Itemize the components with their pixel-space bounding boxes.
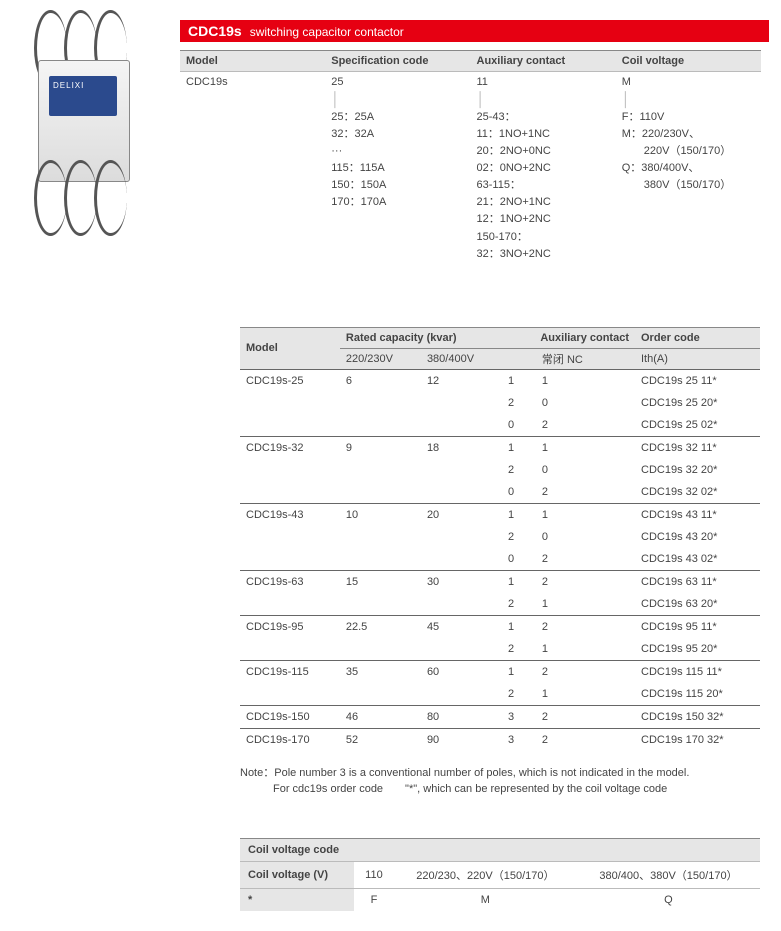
table-row: 20CDC19s 32 20* xyxy=(240,459,760,481)
table-row: CDC19s-2561211CDC19s 25 11* xyxy=(240,369,760,392)
spec-detail: 25-43： 11：1NO+1NC 20：2NO+0NC 02：0NO+2NC … xyxy=(471,105,616,266)
product-image xyxy=(20,20,150,240)
spec-detail: F：110V M：220/230V、 220V（150/170） Q：380/4… xyxy=(616,105,761,198)
spec-header: Auxiliary contact xyxy=(471,51,616,72)
spec-header: Specification code xyxy=(325,51,470,72)
table-row: 02CDC19s 32 02* xyxy=(240,481,760,504)
table-row: CDC19s-43102011CDC19s 43 11* xyxy=(240,503,760,526)
spec-value: CDC19s xyxy=(180,72,325,94)
spec-header: Coil voltage xyxy=(616,51,761,72)
table-row: 02CDC19s 25 02* xyxy=(240,414,760,437)
note-line: Note：Pole number 3 is a conventional num… xyxy=(240,765,760,782)
spec-arrow: │ xyxy=(325,94,470,105)
table-row: CDC19s-115356012CDC19s 115 11* xyxy=(240,660,760,683)
title-desc: switching capacitor contactor xyxy=(250,25,404,39)
coil-voltage-table: Coil voltage codeCoil voltage (V)110220/… xyxy=(240,838,760,911)
spec-value: M xyxy=(616,72,761,94)
spec-header: Model xyxy=(180,51,325,72)
title-model: CDC19s xyxy=(188,23,242,39)
table-row: CDC19s-63153012CDC19s 63 11* xyxy=(240,570,760,593)
title-bar: CDC19s switching capacitor contactor xyxy=(180,20,769,42)
table-row: CDC19s-9522.54512CDC19s 95 11* xyxy=(240,615,760,638)
spec-arrow: │ xyxy=(471,94,616,105)
table-row: 02CDC19s 43 02* xyxy=(240,548,760,571)
table-row: CDC19s-170529032CDC19s 170 32* xyxy=(240,728,760,751)
table-row: 20CDC19s 43 20* xyxy=(240,526,760,548)
spec-table: ModelRated capacity (kvar)Auxiliary cont… xyxy=(240,327,760,751)
table-row: 20CDC19s 25 20* xyxy=(240,392,760,414)
spec-value: 25 xyxy=(325,72,470,94)
note-line: For cdc19s order code "*", which can be … xyxy=(240,781,760,798)
spec-arrow: │ xyxy=(616,94,761,105)
table-row: CDC19s-150468032CDC19s 150 32* xyxy=(240,705,760,728)
table-row: 21CDC19s 63 20* xyxy=(240,593,760,616)
table-row: 21CDC19s 95 20* xyxy=(240,638,760,661)
table-row: 21CDC19s 115 20* xyxy=(240,683,760,706)
spec-value: 11 xyxy=(471,72,616,94)
spec-detail: 25：25A 32：32A ··· 115：115A 150：150A 170：… xyxy=(325,105,470,215)
note-text: Note：Pole number 3 is a conventional num… xyxy=(240,765,760,798)
spec-block: ModelCDC19sSpecification code25│25：25A 3… xyxy=(180,50,761,267)
table-row: CDC19s-3291811CDC19s 32 11* xyxy=(240,436,760,459)
